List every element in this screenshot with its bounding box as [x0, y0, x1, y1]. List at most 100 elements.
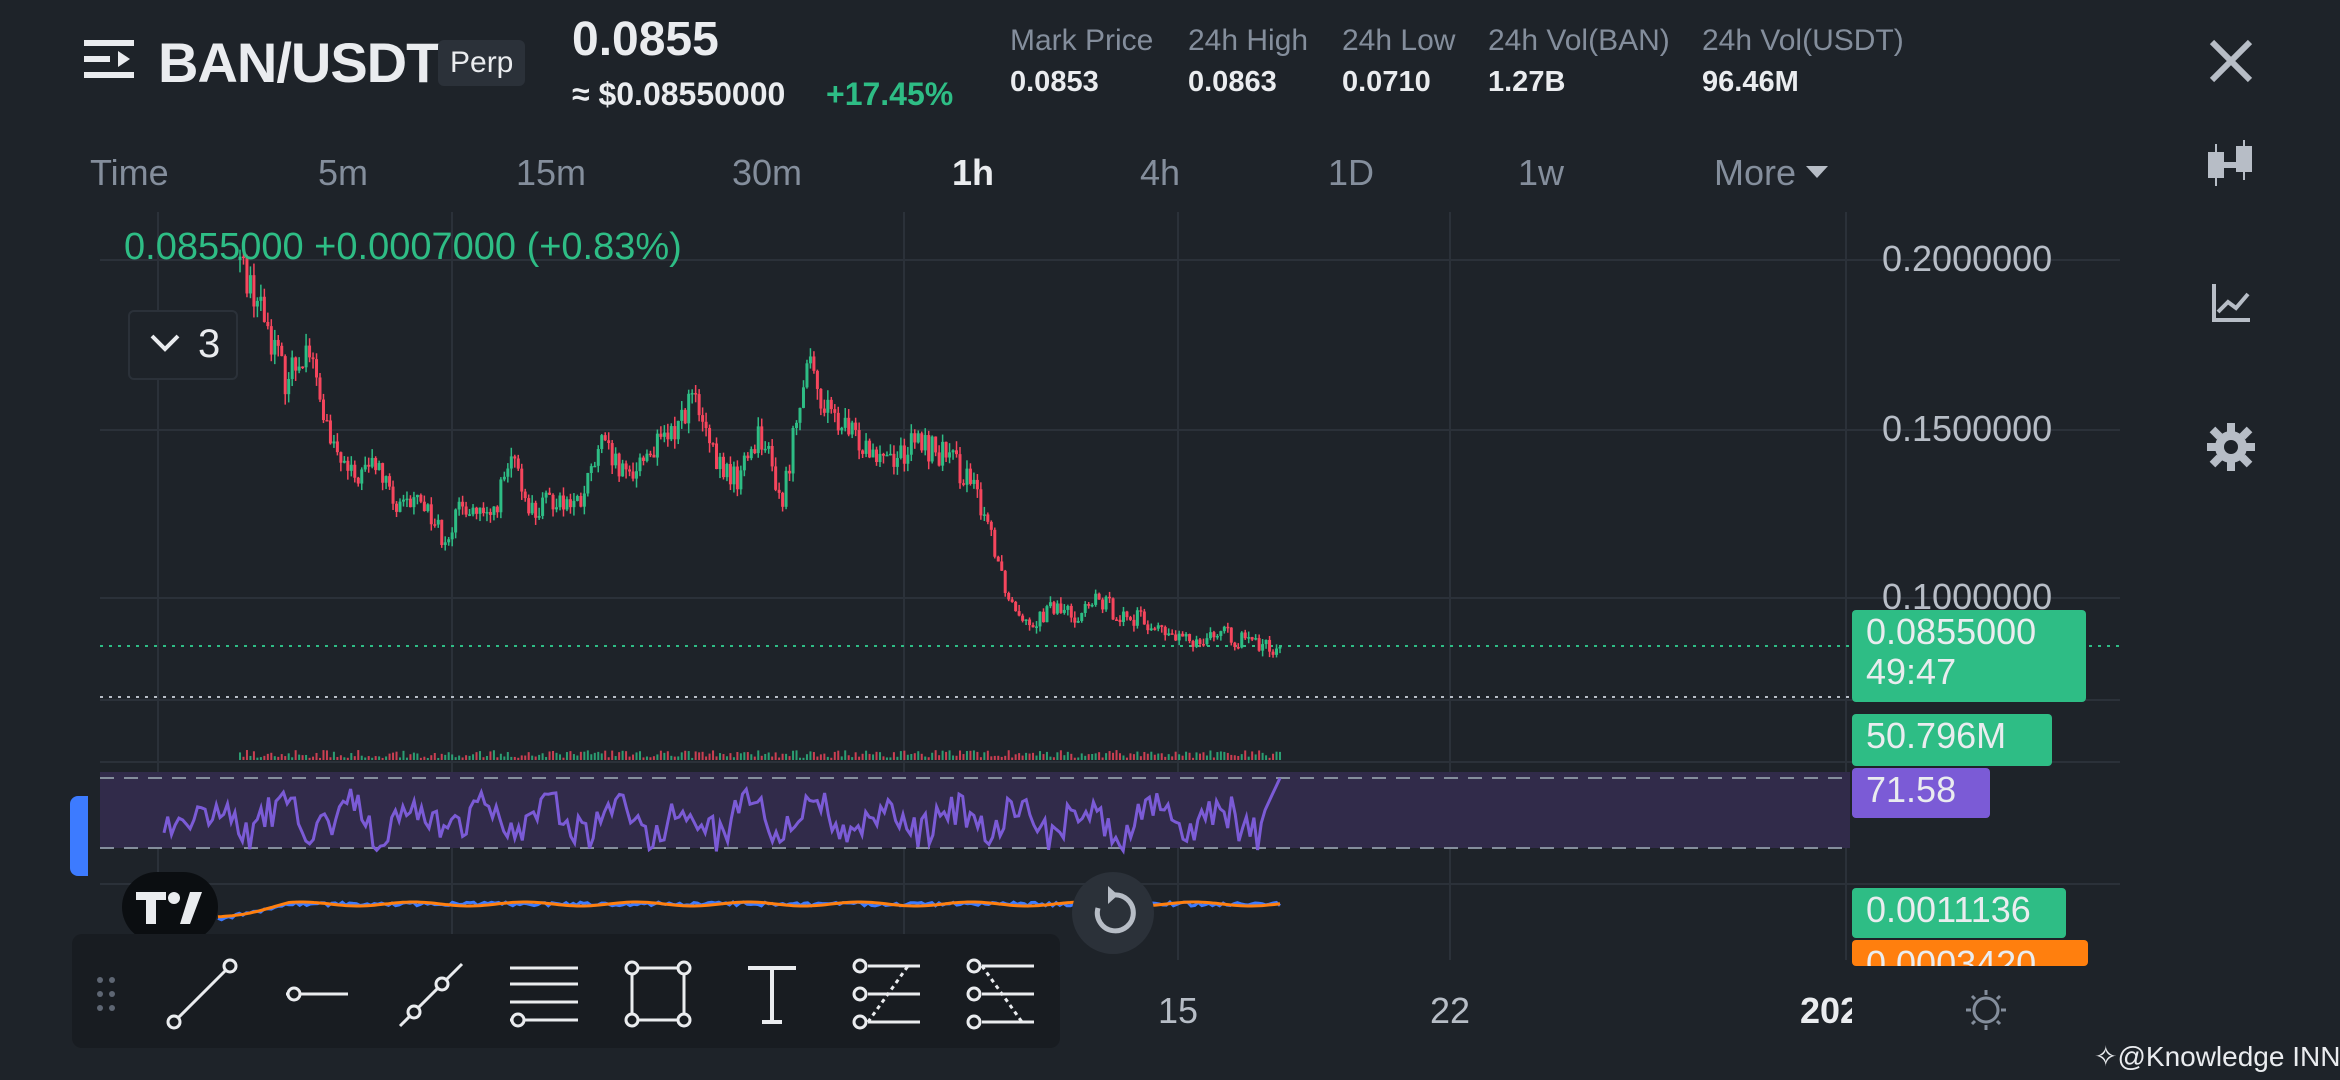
volume-bar — [1199, 753, 1201, 760]
volume-bar — [1035, 755, 1038, 760]
parallel-lines-icon[interactable] — [506, 956, 582, 1032]
tab-1w[interactable]: 1w — [1518, 152, 1565, 193]
candle-body — [1163, 626, 1167, 636]
candle-body — [624, 463, 628, 470]
volume-bar — [979, 757, 982, 760]
volume-bar — [715, 756, 718, 760]
candle-body — [767, 445, 771, 449]
candle-body — [565, 499, 569, 510]
ray-line-icon[interactable] — [392, 956, 468, 1032]
brightness-icon[interactable] — [1964, 988, 2008, 1032]
volume-bar — [1205, 755, 1208, 760]
volume-bar — [729, 753, 732, 760]
volume-bar — [1052, 757, 1055, 760]
candle-body — [948, 452, 952, 458]
rsi-tag: 71.58 — [1852, 768, 1990, 818]
indicator-collapse-button[interactable]: 3 — [128, 310, 238, 380]
candle-body — [815, 370, 819, 389]
watermark-text: @Knowledge INN — [2117, 1041, 2340, 1072]
candle-body — [1257, 638, 1261, 651]
candle-body — [1205, 638, 1209, 645]
candle-body — [1048, 602, 1052, 607]
volume-bar — [367, 756, 370, 760]
candle-body — [1240, 632, 1244, 648]
volume-bar — [1112, 752, 1115, 760]
volume-bar — [423, 756, 426, 760]
drag-handle-icon[interactable] — [92, 972, 120, 1016]
tab-5m[interactable]: 5m — [318, 152, 369, 193]
volume-bar — [492, 750, 495, 760]
pair-title[interactable]: BAN/USDT — [158, 31, 440, 94]
volume-bar — [451, 754, 454, 760]
candle-body — [1059, 603, 1063, 613]
gear-icon[interactable] — [2204, 420, 2258, 474]
volume-bar — [485, 755, 488, 760]
rectangle-icon[interactable] — [620, 956, 696, 1032]
tab-more[interactable]: More — [1714, 152, 1797, 193]
volume-bar — [277, 756, 280, 760]
volume-bar — [1150, 751, 1153, 760]
volume-bar — [600, 753, 603, 760]
candle-body — [356, 477, 360, 484]
candle-body — [739, 470, 743, 490]
tab-4h[interactable]: 4h — [1140, 152, 1181, 193]
more-dropdown-icon[interactable] — [1806, 164, 1828, 180]
volume-bar — [1119, 753, 1121, 760]
candle-body — [968, 468, 972, 484]
candle-body — [655, 433, 659, 458]
volume-bar — [576, 755, 579, 760]
usd-price: ≈ $0.08550000 — [572, 76, 786, 112]
reset-chart-button[interactable] — [1072, 872, 1154, 954]
mark-price-value: 0.0853 — [1010, 66, 1099, 98]
volume-bar — [1212, 757, 1215, 760]
candle-body — [1153, 628, 1157, 630]
last-price: 0.0855 — [572, 13, 719, 66]
tab-1d[interactable]: 1D — [1328, 152, 1375, 193]
volume-bar — [781, 753, 784, 760]
volume-bar — [917, 751, 920, 760]
volume-bar — [545, 756, 548, 760]
candle-body — [871, 449, 875, 458]
volume-bar — [590, 754, 593, 760]
close-icon[interactable] — [2204, 34, 2258, 88]
candle-body — [349, 464, 353, 471]
candle-body — [916, 433, 920, 443]
volume-bar — [892, 752, 895, 760]
volume-bar — [385, 756, 388, 760]
volume-bar — [447, 752, 450, 760]
fib-retracement-icon[interactable] — [848, 956, 924, 1032]
volume-bar — [1153, 754, 1156, 760]
candle-body — [614, 453, 618, 466]
tab-15m[interactable]: 15m — [516, 152, 587, 193]
horizontal-line-icon[interactable] — [278, 956, 354, 1032]
volume-bar — [1254, 754, 1257, 760]
volume-bar — [618, 752, 621, 760]
tab-30m[interactable]: 30m — [732, 152, 803, 193]
tab-time[interactable]: Time — [90, 152, 169, 193]
candle-body — [1278, 647, 1282, 649]
signal-tag: 0.0003420 — [1852, 940, 2088, 966]
candle-body — [1139, 610, 1143, 612]
drawing-toolbar — [72, 934, 1060, 1048]
volume-bar — [1108, 751, 1111, 760]
trend-line-icon[interactable] — [164, 956, 240, 1032]
volume-bar — [583, 751, 586, 760]
volume-bar — [799, 757, 801, 760]
volume-bar — [694, 751, 697, 760]
candle-body — [1275, 648, 1279, 655]
drawer-handle[interactable] — [70, 796, 88, 876]
candle-body — [1094, 593, 1098, 605]
volume-bar — [572, 754, 575, 760]
indicator-icon[interactable] — [2204, 276, 2258, 330]
fib-extension-icon[interactable] — [962, 956, 1038, 1032]
candle-body — [756, 426, 760, 454]
volume-bar — [1039, 751, 1041, 760]
menu-icon[interactable] — [84, 36, 134, 86]
volume-bar — [291, 757, 294, 760]
volume-bar — [520, 755, 523, 760]
candlestick-icon[interactable] — [2204, 136, 2258, 190]
volume-bar — [614, 756, 617, 760]
text-tool-icon[interactable] — [734, 956, 810, 1032]
tab-1h[interactable]: 1h — [952, 152, 995, 193]
volume-bar — [329, 757, 332, 760]
